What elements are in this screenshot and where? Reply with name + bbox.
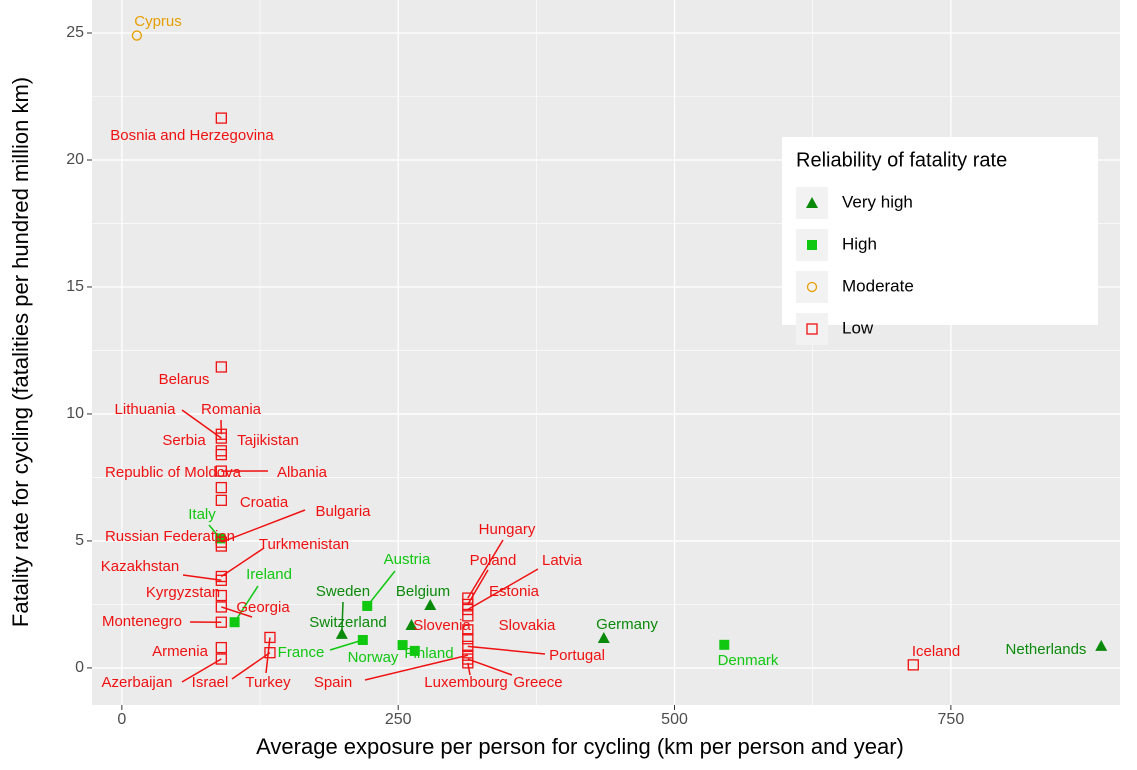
x-tick-label: 250 xyxy=(385,711,412,728)
y-tick-label: 25 xyxy=(66,24,84,41)
point xyxy=(719,640,729,650)
point-label: Ireland xyxy=(246,566,292,583)
legend-label: High xyxy=(842,234,877,253)
point-label: Israel xyxy=(192,674,229,691)
point-label: Poland xyxy=(470,552,517,569)
point-label: Montenegro xyxy=(102,613,182,630)
point-label: Portugal xyxy=(549,647,605,664)
y-tick-label: 0 xyxy=(75,659,84,676)
point-label: Greece xyxy=(513,674,562,691)
point-label: Turkey xyxy=(245,674,291,691)
y-tick-label: 20 xyxy=(66,151,84,168)
point xyxy=(230,617,240,627)
point-label: Latvia xyxy=(542,552,583,569)
point-label: Tajikistan xyxy=(237,432,299,449)
x-axis-title: Average exposure per person for cycling … xyxy=(256,734,904,759)
x-tick-label: 500 xyxy=(661,711,688,728)
point-label: Netherlands xyxy=(1006,641,1087,658)
point-label: Estonia xyxy=(489,583,540,600)
y-tick-label: 10 xyxy=(66,405,84,422)
point-label: Finland xyxy=(404,645,453,662)
point-label: Albania xyxy=(277,464,328,481)
point xyxy=(358,635,368,645)
point-label: Iceland xyxy=(912,643,960,660)
legend-title: Reliability of fatality rate xyxy=(796,149,1007,171)
point-label: Switzerland xyxy=(309,614,387,631)
point-label: Russian Federation xyxy=(105,528,235,545)
legend: Reliability of fatality rate Very high Hig… xyxy=(782,137,1098,345)
y-tick-label: 5 xyxy=(75,532,84,549)
point-label: Slovenia xyxy=(413,617,471,634)
legend-key xyxy=(796,313,828,345)
point-label: Republic of Moldova xyxy=(105,464,242,481)
legend-label: Low xyxy=(842,318,874,337)
legend-label: Very high xyxy=(842,192,913,211)
point-label: Denmark xyxy=(718,652,779,669)
point-label: Slovakia xyxy=(499,617,556,634)
y-axis-title: Fatality rate for cycling (fatalities pe… xyxy=(8,77,33,627)
point-label: Germany xyxy=(596,616,658,633)
y-tick-label: 15 xyxy=(66,278,84,295)
x-tick-label: 750 xyxy=(938,711,965,728)
point-label: Sweden xyxy=(316,583,370,600)
point-label: Belgium xyxy=(396,583,450,600)
point-label: Hungary xyxy=(479,521,536,538)
point-label: Bosnia and Herzegovina xyxy=(110,127,274,144)
legend-label: Moderate xyxy=(842,276,914,295)
point-label: Italy xyxy=(188,506,216,523)
legend-symbol xyxy=(807,240,817,250)
point-label: France xyxy=(278,644,325,661)
point-label: Kazakhstan xyxy=(101,558,179,575)
point-label: Croatia xyxy=(240,494,289,511)
point-label: Bulgaria xyxy=(315,503,371,520)
point-label: Lithuania xyxy=(115,401,177,418)
point-label: Serbia xyxy=(162,432,206,449)
legend-key xyxy=(796,271,828,303)
point xyxy=(362,601,372,611)
point-label: Austria xyxy=(384,551,431,568)
point-label: Turkmenistan xyxy=(259,536,349,553)
point-label: Azerbaijan xyxy=(102,674,173,691)
point-label: Norway xyxy=(348,649,399,666)
point-label: Spain xyxy=(314,674,352,691)
point-label: Luxembourg xyxy=(424,674,507,691)
point-label: Romania xyxy=(201,401,262,418)
point-label: Armenia xyxy=(152,643,209,660)
x-tick-label: 0 xyxy=(117,711,126,728)
point-label: Cyprus xyxy=(134,13,182,30)
point-label: Kyrgyzstan xyxy=(146,584,220,601)
point-label: Belarus xyxy=(159,371,210,388)
point-label: Georgia xyxy=(236,599,290,616)
